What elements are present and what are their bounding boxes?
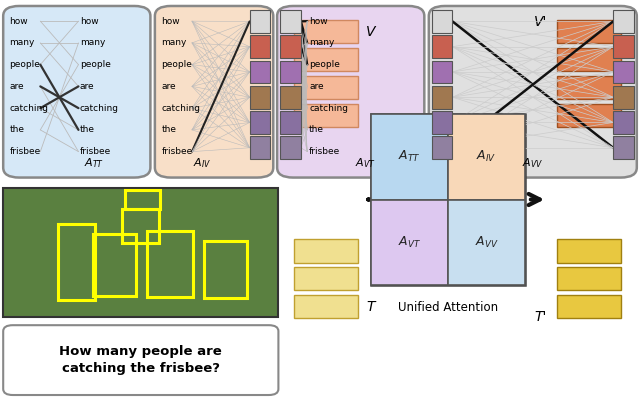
Text: $A_{TT}$: $A_{TT}$ <box>84 156 104 170</box>
Bar <box>557 239 621 263</box>
Bar <box>147 231 193 297</box>
Bar <box>613 10 634 33</box>
Bar <box>294 295 358 318</box>
Text: frisbee: frisbee <box>80 147 111 156</box>
FancyBboxPatch shape <box>429 6 637 178</box>
Text: $A_{VT}$: $A_{VT}$ <box>355 156 376 170</box>
Bar <box>250 61 270 83</box>
Bar <box>125 190 160 209</box>
Text: how: how <box>309 17 328 26</box>
FancyBboxPatch shape <box>3 6 150 178</box>
Text: the: the <box>161 125 176 134</box>
Bar <box>448 114 525 200</box>
Text: frisbee: frisbee <box>309 147 340 156</box>
Bar <box>204 241 247 298</box>
Bar <box>432 136 452 159</box>
Text: T: T <box>366 300 374 314</box>
Text: many: many <box>161 38 187 47</box>
Bar <box>557 48 621 71</box>
FancyBboxPatch shape <box>155 6 273 178</box>
Text: people: people <box>10 60 40 69</box>
Text: $A_{VV}$: $A_{VV}$ <box>474 235 499 250</box>
Text: $A_{VV}$: $A_{VV}$ <box>522 156 543 170</box>
Bar <box>280 10 301 33</box>
Bar <box>280 61 301 83</box>
FancyBboxPatch shape <box>277 6 424 178</box>
Bar <box>613 136 634 159</box>
Bar <box>557 104 621 127</box>
Bar <box>371 114 448 200</box>
Bar <box>371 200 448 285</box>
Bar <box>294 76 358 99</box>
Text: are: are <box>80 82 94 91</box>
Text: the: the <box>10 125 24 134</box>
Text: V: V <box>366 24 376 39</box>
Bar <box>432 10 452 33</box>
Text: $A_{TT}$: $A_{TT}$ <box>398 149 421 164</box>
Text: many: many <box>10 38 35 47</box>
Bar <box>280 35 301 58</box>
Text: how: how <box>10 17 28 26</box>
Text: are: are <box>309 82 324 91</box>
Text: Unified Attention: Unified Attention <box>398 301 498 314</box>
Text: many: many <box>309 38 335 47</box>
Bar <box>613 35 634 58</box>
Bar <box>93 234 136 296</box>
Bar <box>432 86 452 109</box>
Text: how: how <box>80 17 99 26</box>
Bar <box>613 61 634 83</box>
Bar <box>613 86 634 109</box>
Bar <box>613 111 634 134</box>
Bar <box>432 35 452 58</box>
Text: frisbee: frisbee <box>161 147 193 156</box>
Text: people: people <box>80 60 111 69</box>
Bar <box>432 61 452 83</box>
FancyBboxPatch shape <box>3 325 278 395</box>
Text: are: are <box>161 82 176 91</box>
Text: $A_{IV}$: $A_{IV}$ <box>476 149 497 164</box>
Bar <box>294 239 358 263</box>
Bar <box>280 111 301 134</box>
Bar <box>557 267 621 290</box>
Bar <box>58 224 95 300</box>
Text: people: people <box>161 60 192 69</box>
Bar <box>432 111 452 134</box>
Text: catching: catching <box>309 104 348 113</box>
Bar <box>280 86 301 109</box>
Text: catching: catching <box>10 104 49 113</box>
Bar <box>250 35 270 58</box>
Bar <box>250 136 270 159</box>
Bar <box>250 10 270 33</box>
Bar <box>448 200 525 285</box>
Bar <box>294 20 358 43</box>
Text: catching: catching <box>80 104 119 113</box>
Bar <box>557 76 621 99</box>
Text: are: are <box>10 82 24 91</box>
Bar <box>294 48 358 71</box>
Bar <box>294 104 358 127</box>
Text: people: people <box>309 60 340 69</box>
Text: catching: catching <box>161 104 200 113</box>
Text: how: how <box>161 17 180 26</box>
Text: frisbee: frisbee <box>10 147 41 156</box>
Bar <box>371 114 525 285</box>
Text: $A_{IV}$: $A_{IV}$ <box>193 156 211 170</box>
Bar <box>3 188 278 317</box>
Text: many: many <box>80 38 105 47</box>
Bar <box>122 209 159 243</box>
Bar <box>250 86 270 109</box>
Text: T': T' <box>535 310 547 324</box>
Bar <box>557 295 621 318</box>
Text: V': V' <box>534 14 547 29</box>
Bar <box>280 136 301 159</box>
Bar <box>250 111 270 134</box>
Text: the: the <box>80 125 95 134</box>
Text: $A_{VT}$: $A_{VT}$ <box>398 235 421 250</box>
Text: How many people are
catching the frisbee?: How many people are catching the frisbee… <box>60 345 222 375</box>
Bar <box>557 20 621 43</box>
Bar <box>294 267 358 290</box>
Text: the: the <box>309 125 324 134</box>
